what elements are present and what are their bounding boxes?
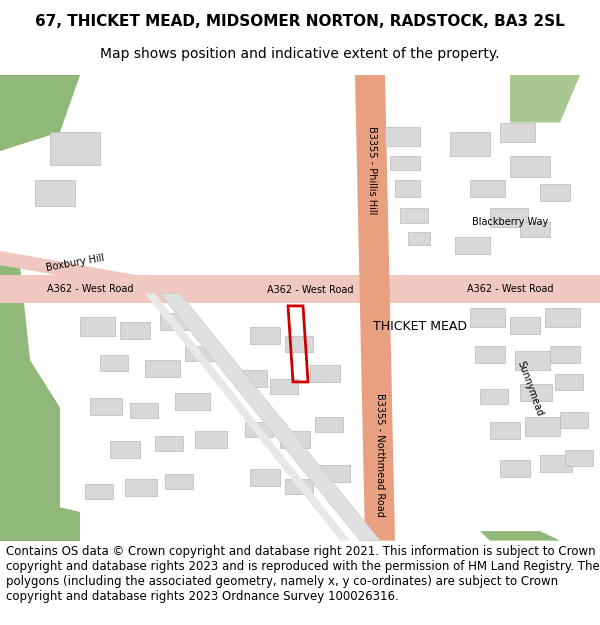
- Bar: [315, 417, 343, 432]
- Polygon shape: [480, 531, 560, 541]
- Bar: [110, 441, 140, 458]
- Bar: [235, 369, 267, 387]
- Polygon shape: [0, 265, 60, 541]
- Text: THICKET MEAD: THICKET MEAD: [373, 321, 467, 333]
- Bar: [560, 412, 588, 428]
- Polygon shape: [510, 75, 580, 122]
- Bar: [35, 179, 75, 206]
- Bar: [90, 398, 122, 415]
- Bar: [400, 208, 428, 223]
- Bar: [540, 184, 570, 201]
- Text: A362 - West Road: A362 - West Road: [47, 284, 133, 294]
- Text: B3355 - Phillis Hill: B3355 - Phillis Hill: [367, 126, 377, 214]
- Bar: [545, 308, 580, 327]
- Text: Blackberry Way: Blackberry Way: [472, 217, 548, 227]
- Polygon shape: [145, 294, 350, 541]
- Bar: [125, 479, 157, 496]
- Bar: [480, 389, 508, 404]
- Text: Sunnymead: Sunnymead: [515, 359, 545, 418]
- Bar: [470, 179, 505, 197]
- Bar: [520, 384, 552, 401]
- Bar: [100, 356, 128, 371]
- Bar: [285, 479, 313, 494]
- Bar: [160, 312, 192, 329]
- Bar: [50, 132, 100, 165]
- Bar: [250, 469, 280, 486]
- Bar: [185, 346, 215, 361]
- Bar: [320, 464, 350, 482]
- Bar: [155, 436, 183, 451]
- Polygon shape: [0, 251, 160, 294]
- Bar: [390, 156, 420, 170]
- Bar: [510, 318, 540, 334]
- Bar: [540, 455, 572, 472]
- Bar: [408, 232, 430, 245]
- Bar: [510, 156, 550, 177]
- Bar: [270, 379, 298, 394]
- Bar: [500, 460, 530, 477]
- Text: Map shows position and indicative extent of the property.: Map shows position and indicative extent…: [100, 47, 500, 61]
- Bar: [500, 122, 535, 141]
- Bar: [245, 422, 273, 437]
- Polygon shape: [0, 493, 80, 541]
- Bar: [565, 451, 593, 466]
- Bar: [515, 351, 550, 369]
- Text: B3355 - Northmead Road: B3355 - Northmead Road: [375, 393, 385, 517]
- Bar: [120, 322, 150, 339]
- Bar: [470, 308, 505, 327]
- Bar: [130, 403, 158, 418]
- Bar: [490, 208, 528, 227]
- Bar: [285, 336, 313, 351]
- Polygon shape: [160, 294, 380, 541]
- Text: 67, THICKET MEAD, MIDSOMER NORTON, RADSTOCK, BA3 2SL: 67, THICKET MEAD, MIDSOMER NORTON, RADST…: [35, 14, 565, 29]
- Bar: [145, 360, 180, 377]
- Polygon shape: [0, 276, 600, 298]
- Bar: [175, 393, 210, 411]
- Bar: [85, 484, 113, 499]
- Text: Boxbury Hill: Boxbury Hill: [45, 253, 105, 273]
- Bar: [450, 132, 490, 156]
- Polygon shape: [355, 75, 395, 541]
- Bar: [195, 431, 227, 449]
- Bar: [555, 374, 583, 389]
- Polygon shape: [0, 75, 80, 151]
- Bar: [280, 431, 310, 449]
- Bar: [310, 365, 340, 382]
- Bar: [490, 422, 520, 439]
- Bar: [550, 346, 580, 363]
- Bar: [395, 179, 420, 197]
- Bar: [455, 236, 490, 254]
- Bar: [475, 346, 505, 363]
- Text: Contains OS data © Crown copyright and database right 2021. This information is : Contains OS data © Crown copyright and d…: [6, 545, 600, 603]
- Polygon shape: [0, 274, 600, 303]
- Text: A362 - West Road: A362 - West Road: [467, 284, 553, 294]
- Text: A362 - West Road: A362 - West Road: [267, 285, 353, 295]
- Bar: [80, 318, 115, 336]
- Bar: [250, 327, 280, 344]
- Bar: [385, 127, 420, 146]
- Bar: [525, 417, 560, 436]
- Bar: [165, 474, 193, 489]
- Bar: [520, 222, 550, 238]
